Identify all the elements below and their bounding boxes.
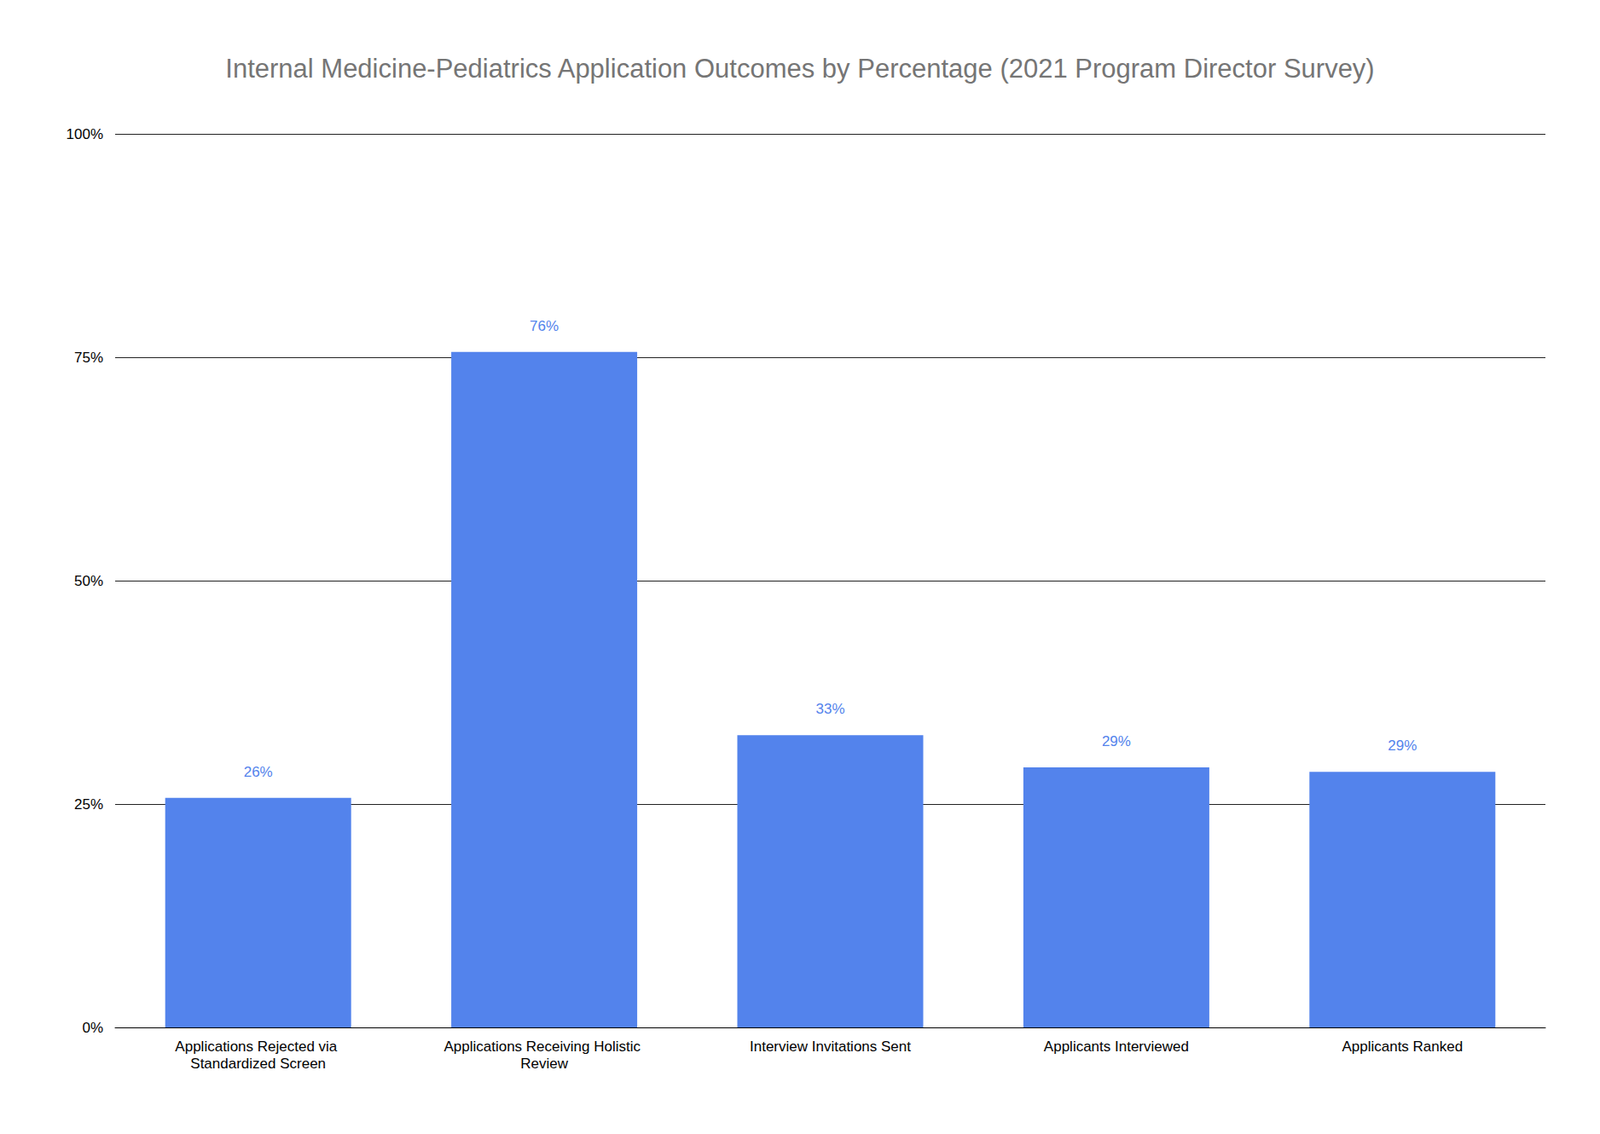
svg-text:75%: 75%: [74, 349, 104, 366]
svg-text:50%: 50%: [74, 573, 104, 590]
svg-text:Applicants Ranked: Applicants Ranked: [1341, 1038, 1463, 1056]
svg-text:100%: 100%: [66, 126, 104, 143]
svg-text:Standardized Screen: Standardized Screen: [190, 1055, 326, 1073]
svg-text:Internal Medicine-Pediatrics A: Internal Medicine-Pediatrics Application…: [225, 53, 1374, 84]
svg-text:Applications Receiving Holisti: Applications Receiving Holistic: [443, 1038, 644, 1056]
svg-text:26%: 26%: [243, 764, 273, 781]
svg-text:0%: 0%: [81, 1020, 104, 1037]
svg-text:33%: 33%: [815, 701, 845, 718]
svg-text:29%: 29%: [1101, 733, 1131, 750]
svg-text:76%: 76%: [529, 318, 559, 335]
svg-text:Applications Rejected via: Applications Rejected via: [174, 1038, 342, 1056]
svg-text:29%: 29%: [1387, 737, 1417, 754]
svg-text:25%: 25%: [74, 796, 104, 813]
svg-text:Review: Review: [520, 1055, 569, 1073]
svg-text:Interview Invitations Sent: Interview Invitations Sent: [749, 1038, 911, 1056]
svg-text:Applicants Interviewed: Applicants Interviewed: [1043, 1038, 1189, 1056]
